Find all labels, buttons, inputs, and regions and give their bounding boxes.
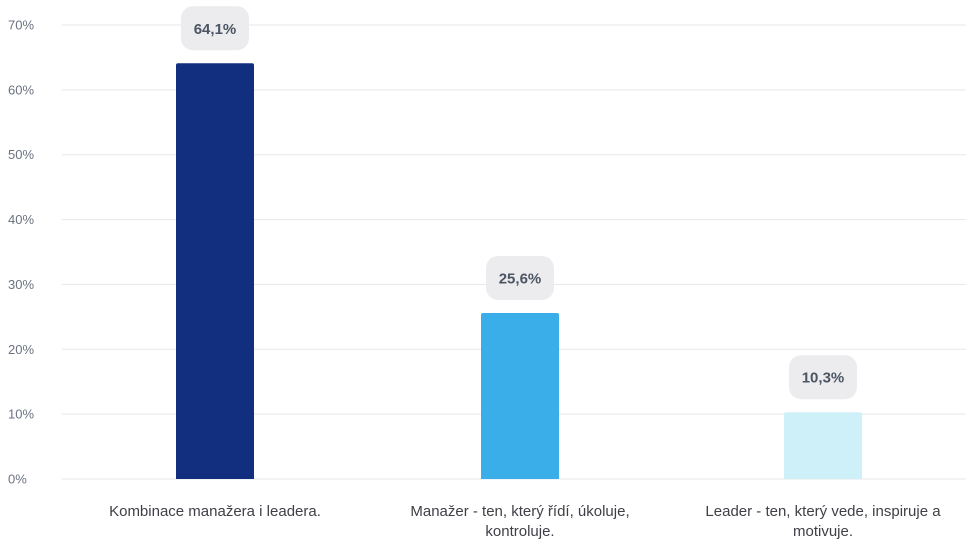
value-badge-2 [486,255,554,300]
category-label-line: Kombinace manažera i leadera. [109,503,321,520]
category-label-line: Leader - ten, který vede, inspiruje a [705,503,941,520]
bars [176,63,862,479]
value-labels: 64,1% 25,6% 10,3% [181,6,857,400]
value-label-3: 10,3% [802,370,845,387]
y-tick-label: 40% [8,212,34,227]
y-tick-label: 70% [8,18,34,33]
category-label-1: Kombinace manažera i leadera. [109,503,321,520]
bar-2 [481,312,559,479]
category-label-3: Leader - ten, který vede, inspiruje a mot… [705,503,941,540]
category-label-2: Manažer - ten, který řídí, úkoluje, kontr… [410,503,629,540]
bar-1 [176,63,254,479]
category-label-line: motivuje. [793,523,853,540]
y-tick-label: 20% [8,342,34,357]
value-badge-3 [789,355,857,400]
value-label-2: 25,6% [499,270,542,287]
value-label-1: 64,1% [194,21,237,38]
category-label-line: Manažer - ten, který řídí, úkoluje, [410,503,629,520]
value-badge-1 [181,6,249,51]
y-tick-label: 0% [8,472,27,487]
y-tick-label: 10% [8,407,34,422]
y-tick-label: 60% [8,82,34,97]
x-axis-category-labels: Kombinace manažera i leadera. Manažer - t… [109,503,941,540]
y-axis-tick-labels: 0% 10% 20% 30% 40% 50% 60% 70% [8,18,34,487]
category-label-line: kontroluje. [485,523,554,540]
y-tick-label: 30% [8,277,34,292]
bar-3 [784,412,862,479]
y-tick-label: 50% [8,147,34,162]
